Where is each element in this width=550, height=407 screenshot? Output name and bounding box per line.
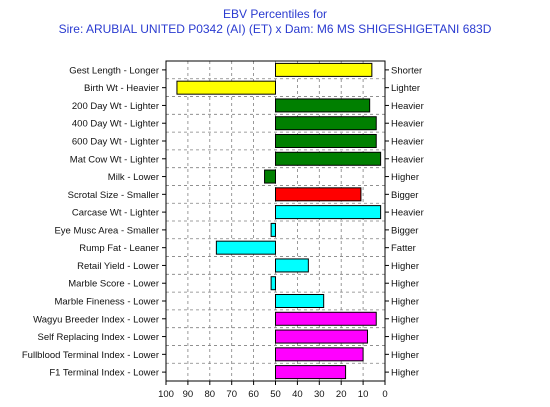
bar: [275, 365, 347, 380]
bar: [275, 134, 377, 148]
direction-label: Heavier: [391, 137, 424, 148]
direction-label: Shorter: [391, 65, 422, 76]
x-tick-label: 90: [183, 389, 194, 400]
trait-label: 600 Day Wt - Lighter: [72, 137, 159, 148]
x-tick-label: 60: [248, 389, 259, 400]
direction-label: Heavier: [391, 119, 424, 130]
trait-label: 400 Day Wt - Lighter: [72, 119, 159, 130]
bar: [275, 311, 377, 326]
trait-label: Carcase Wt - Lighter: [72, 208, 159, 219]
bar: [275, 294, 325, 308]
direction-label: Fatter: [391, 243, 416, 254]
trait-label: Mat Cow Wt - Lighter: [70, 154, 159, 165]
bar: [275, 205, 382, 220]
bar: [275, 151, 382, 166]
trait-label: Retail Yield - Lower: [77, 261, 159, 272]
x-tick-label: 10: [358, 389, 369, 400]
x-tick-label: 0: [382, 389, 387, 400]
direction-label: Heavier: [391, 101, 424, 112]
trait-label: Marble Fineness - Lower: [54, 297, 159, 308]
x-tick-label: 70: [226, 389, 237, 400]
chart-title: EBV Percentiles for: [223, 7, 327, 21]
trait-label: Scrotal Size - Smaller: [68, 190, 159, 201]
direction-label: Higher: [391, 350, 419, 361]
trait-label: Fullblood Terminal Index - Lower: [22, 350, 159, 361]
x-tick-label: 100: [158, 389, 174, 400]
x-tick-label: 80: [205, 389, 216, 400]
direction-label: Higher: [391, 368, 419, 379]
bar: [275, 258, 309, 273]
grid: [166, 61, 385, 381]
direction-label: Heavier: [391, 154, 424, 165]
bar: [215, 240, 276, 255]
trait-label: Wagyu Breeder Index - Lower: [33, 314, 159, 325]
direction-label: Higher: [391, 279, 419, 290]
bar: [270, 276, 276, 291]
trait-label: Milk - Lower: [108, 172, 159, 183]
bar: [275, 116, 377, 131]
direction-label: Lighter: [391, 83, 420, 94]
x-tick-label: 40: [292, 389, 303, 400]
chart-subtitle: Sire: ARUBIAL UNITED P0342 (AI) (ET) x D…: [59, 22, 492, 36]
trait-label: Marble Score - Lower: [68, 279, 159, 290]
direction-label: Bigger: [391, 190, 418, 201]
bar: [275, 62, 373, 77]
direction-label: Heavier: [391, 208, 424, 219]
bar: [275, 187, 362, 202]
left-labels: Gest Length - Longer Birth Wt - Heavier 20…: [22, 65, 166, 379]
x-axis-ticks: 100 90 80 70 60 50 40 30 20 10 0: [158, 381, 388, 400]
bar: [264, 169, 276, 184]
x-tick-label: 20: [336, 389, 347, 400]
bar: [275, 347, 364, 362]
direction-label: Higher: [391, 297, 419, 308]
bars: [176, 62, 382, 380]
trait-label: F1 Terminal Index - Lower: [49, 368, 159, 379]
trait-label: 200 Day Wt - Lighter: [72, 101, 159, 112]
trait-label: Self Replacing Index - Lower: [38, 332, 159, 343]
direction-label: Higher: [391, 172, 419, 183]
x-tick-label: 50: [270, 389, 281, 400]
right-labels: Shorter Lighter Heavier Heavier Heavier Heavi…: [385, 65, 424, 379]
bar: [270, 222, 276, 237]
direction-label: Bigger: [391, 225, 418, 236]
direction-label: Higher: [391, 314, 419, 325]
direction-label: Higher: [391, 332, 419, 343]
bar: [275, 98, 371, 113]
trait-label: Birth Wt - Heavier: [84, 83, 159, 94]
direction-label: Higher: [391, 261, 419, 272]
trait-label: Eye Musc Area - Smaller: [54, 225, 159, 236]
x-tick-label: 30: [314, 389, 325, 400]
trait-label: Gest Length - Longer: [69, 65, 159, 76]
bar: [275, 329, 368, 344]
bar: [176, 80, 276, 95]
trait-label: Rump Fat - Leaner: [79, 243, 159, 254]
